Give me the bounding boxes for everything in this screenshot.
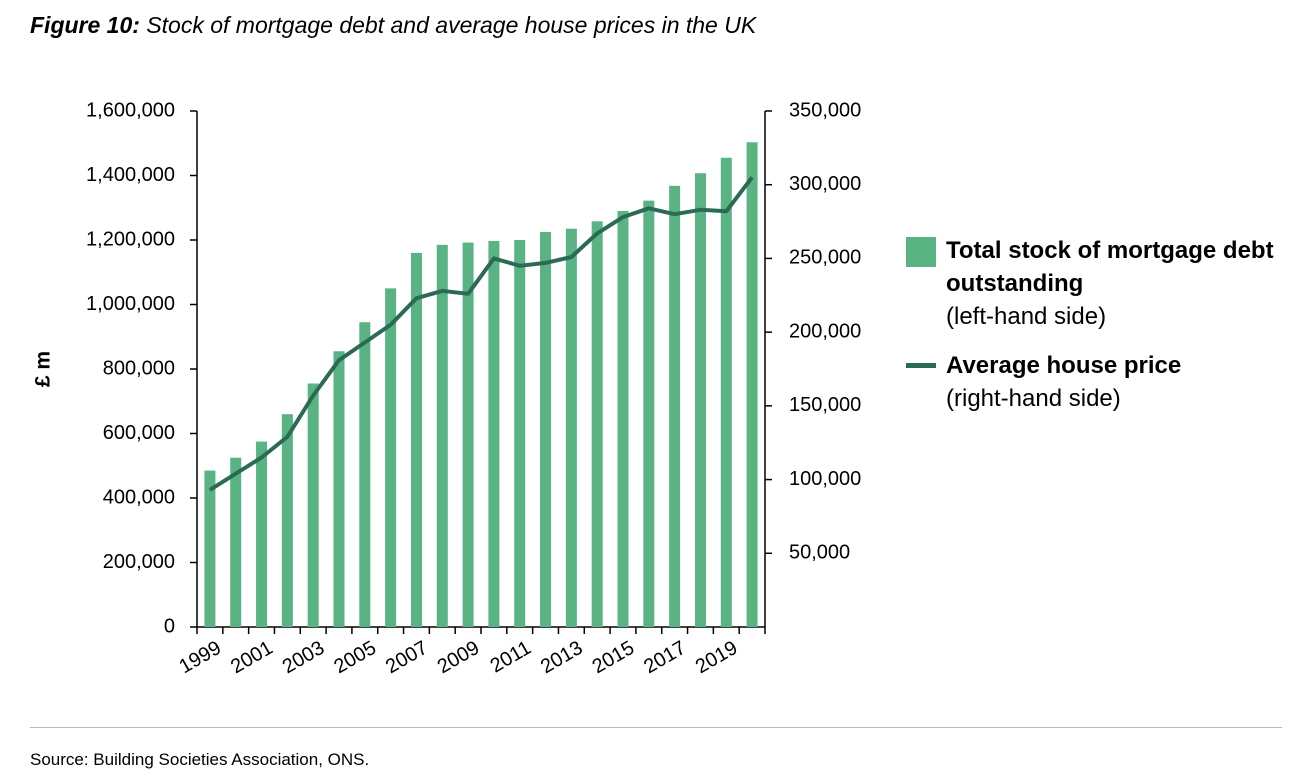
bar: [307, 383, 319, 627]
y2-tick-label: 300,000: [789, 173, 861, 195]
y-axis-label: £ m: [32, 351, 55, 387]
legend-label: Total stock of mortgage debt outstanding: [946, 237, 1274, 297]
y2-tick-label: 50,000: [789, 542, 850, 564]
y-tick-label: 200,000: [103, 551, 175, 573]
legend-item: Average house price (right-hand side): [906, 349, 1286, 415]
y2-tick-label: 200,000: [789, 320, 861, 342]
bar: [669, 185, 681, 627]
x-tick-label: 2001: [227, 637, 277, 678]
x-tick-label: 1999: [176, 637, 226, 678]
x-tick-label: 2011: [487, 637, 535, 678]
y-tick-label: 1,000,000: [86, 293, 175, 315]
divider: [30, 727, 1282, 728]
title-text: Stock of mortgage debt and average house…: [146, 12, 757, 38]
bar: [281, 414, 293, 627]
y-tick-label: 800,000: [103, 357, 175, 379]
x-tick-label: 2017: [640, 637, 690, 678]
source: Source: Building Societies Association, …: [30, 750, 370, 769]
bar: [256, 441, 268, 627]
y-tick-label: 0: [164, 615, 175, 637]
bar: [385, 288, 397, 627]
y-tick-label: 400,000: [103, 486, 175, 508]
x-tick-label: 2015: [589, 637, 639, 678]
y-tick-label: 1,400,000: [86, 164, 175, 186]
bar: [565, 228, 577, 627]
bar: [462, 242, 474, 627]
bar: [488, 240, 500, 627]
bar: [204, 470, 216, 627]
chart-title: Figure 10: Stock of mortgage debt and av…: [30, 12, 756, 39]
figure-label: Figure 10:: [30, 12, 140, 38]
bar: [617, 210, 629, 627]
bar: [591, 221, 603, 628]
y-tick-label: 600,000: [103, 422, 175, 444]
legend-item: Total stock of mortgage debt outstanding…: [906, 234, 1286, 333]
bar: [359, 322, 371, 627]
x-tick-label: 2003: [279, 637, 329, 678]
legend: Total stock of mortgage debt outstanding…: [906, 234, 1286, 431]
bar: [643, 200, 655, 627]
legend-swatch: [906, 237, 936, 267]
bar: [540, 231, 552, 627]
legend-label: Average house price: [946, 352, 1182, 379]
legend-swatch: [906, 363, 936, 368]
x-tick-label: 2013: [537, 637, 587, 678]
bar: [230, 457, 242, 627]
bar: [720, 157, 732, 627]
x-tick-label: 2007: [382, 637, 432, 678]
line: [208, 176, 754, 492]
y2-tick-label: 100,000: [789, 468, 861, 490]
y-tick-label: 1,200,000: [86, 228, 175, 250]
bar: [514, 240, 526, 627]
legend-note: (right-hand side): [946, 385, 1121, 412]
bar: [746, 142, 758, 627]
x-tick-label: 2009: [434, 637, 484, 678]
y2-tick-label: 150,000: [789, 394, 861, 416]
legend-note: (left-hand side): [946, 303, 1107, 330]
bar: [410, 252, 422, 627]
x-tick-label: 2005: [330, 637, 380, 678]
bar: [333, 351, 345, 627]
x-tick-label: 2019: [692, 637, 742, 678]
bar: [694, 173, 706, 627]
y2-tick-label: 250,000: [789, 247, 861, 269]
y2-tick-label: 350,000: [789, 99, 861, 121]
y-tick-label: 1,600,000: [86, 99, 175, 121]
bar: [436, 244, 448, 627]
